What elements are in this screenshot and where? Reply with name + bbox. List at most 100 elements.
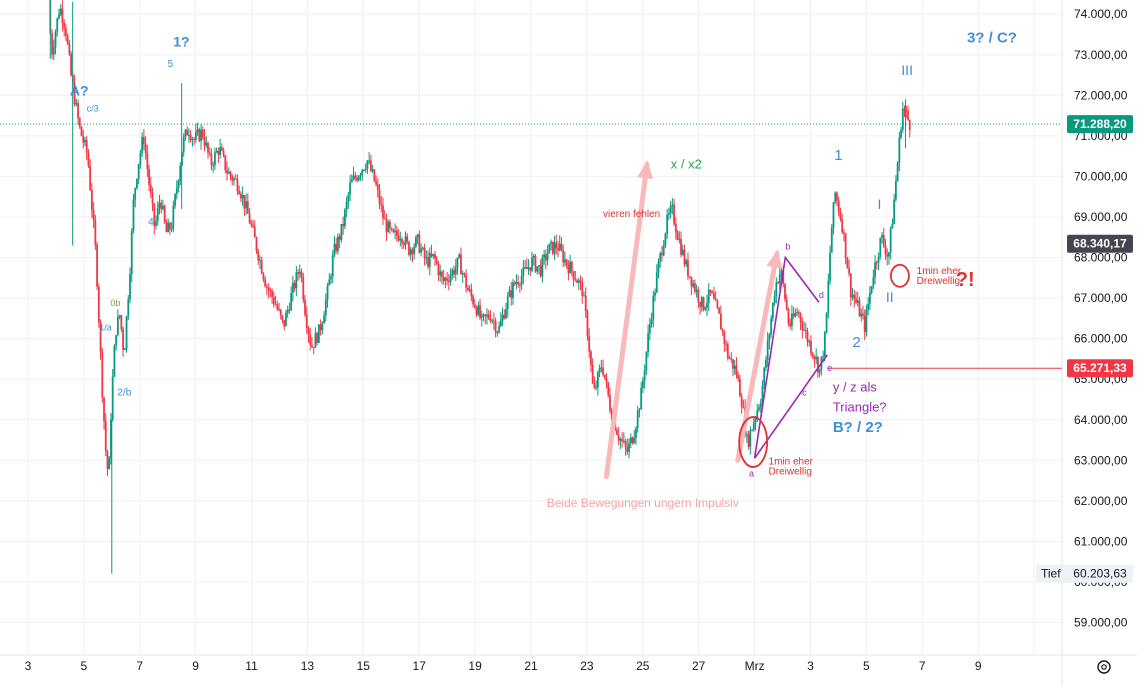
candle-body <box>408 241 410 256</box>
candle-body <box>742 406 745 408</box>
candle-body <box>290 293 293 311</box>
candle-body <box>685 260 688 265</box>
candle-body <box>785 299 788 310</box>
candle-body <box>390 228 393 230</box>
candle-body <box>889 228 892 253</box>
candle-body <box>383 218 386 220</box>
pink-arrow-left-head <box>637 160 654 180</box>
candle-body <box>602 367 604 375</box>
settings-gear-icon[interactable] <box>1097 660 1111 674</box>
candle-body <box>544 254 547 261</box>
candle-body <box>555 242 558 249</box>
candle-body <box>595 387 598 389</box>
candle-body <box>652 295 655 320</box>
candle-body <box>240 194 242 199</box>
candle-body <box>823 332 826 357</box>
candle-body <box>453 270 455 275</box>
candle-body <box>596 372 599 388</box>
price-tick-label: 68.000,00 <box>1074 251 1128 265</box>
candle-body <box>222 150 225 156</box>
candle-body <box>61 8 64 23</box>
candle-body <box>570 261 573 272</box>
candle-body <box>638 409 641 411</box>
time-axis[interactable]: 3 5 7 9 11 13 15 17 19 21 23 25 27 Mrz 3 5 7 9 <box>25 659 982 673</box>
candle-body <box>420 248 423 253</box>
candle-body <box>607 382 610 396</box>
time-tick-label: 5 <box>80 659 87 673</box>
candle-body <box>782 270 785 285</box>
candle-body <box>534 256 537 272</box>
price-axis[interactable]: 59.000,0060.000,0061.000,0062.000,0063.0… <box>1074 7 1128 629</box>
candle-body <box>669 205 672 214</box>
candle-body <box>636 410 639 429</box>
candle-body <box>527 267 530 270</box>
time-tick-label: 23 <box>580 659 594 673</box>
candle-body <box>285 312 287 327</box>
candle-body <box>305 314 308 329</box>
price-tick-label: 72.000,00 <box>1074 88 1128 102</box>
candle-body <box>794 312 797 317</box>
candle-body <box>416 234 419 238</box>
candle-body <box>654 292 656 296</box>
candle-body <box>87 152 90 166</box>
candle-body <box>842 232 845 234</box>
candle-body <box>395 230 398 236</box>
candle-body <box>179 165 182 181</box>
price-tick-label: 73.000,00 <box>1074 48 1128 62</box>
candle-body <box>66 36 69 44</box>
time-tick-label: 27 <box>692 659 706 673</box>
candle-body <box>489 318 492 322</box>
candle-body <box>692 283 695 287</box>
candle-body <box>856 300 859 303</box>
candle-body <box>113 345 116 377</box>
candle-body <box>531 257 533 271</box>
candle-body <box>402 243 405 246</box>
drawings <box>0 123 1062 480</box>
candle-body <box>848 268 850 274</box>
candle-body <box>191 139 194 141</box>
candle-body <box>667 213 670 215</box>
candle-body <box>657 261 660 273</box>
candle-body <box>442 276 445 281</box>
candle-body <box>97 286 100 322</box>
candle-body <box>846 257 849 269</box>
wave-label: 0b <box>110 298 120 308</box>
candle-body <box>323 315 325 324</box>
candle-body <box>583 295 585 297</box>
candle-body <box>198 129 201 142</box>
candle-body <box>801 322 804 330</box>
candle-body <box>901 108 904 130</box>
candle-body <box>543 254 546 258</box>
candle-body <box>338 236 341 240</box>
candle-body <box>434 254 436 259</box>
candle-body <box>780 270 783 274</box>
candle-body <box>272 297 275 304</box>
triangle-upper <box>753 255 820 459</box>
candle-body <box>818 368 821 373</box>
candle-body <box>695 289 698 292</box>
candle-body <box>645 352 648 371</box>
candle-body <box>740 396 743 407</box>
candle-body <box>229 172 232 177</box>
candle-body <box>312 347 315 349</box>
candle-body <box>214 152 216 166</box>
candle-body <box>557 248 559 251</box>
candle-body <box>127 299 130 317</box>
candle-body <box>350 179 353 183</box>
candle-body <box>435 258 438 264</box>
candle-body <box>581 281 584 296</box>
candle-body <box>94 220 97 245</box>
candle-body <box>326 285 329 300</box>
candle-body <box>63 22 66 28</box>
candle-body <box>808 341 811 343</box>
candle-body <box>271 290 273 298</box>
candle-body <box>881 235 883 238</box>
price-tick-label: 59.000,00 <box>1074 616 1128 630</box>
candle-body <box>186 129 189 136</box>
candle-body <box>702 297 705 310</box>
time-tick-label: 3 <box>807 659 814 673</box>
candle-body <box>728 358 731 360</box>
wave-label: y / z als <box>833 379 878 394</box>
candle-body <box>52 47 55 55</box>
